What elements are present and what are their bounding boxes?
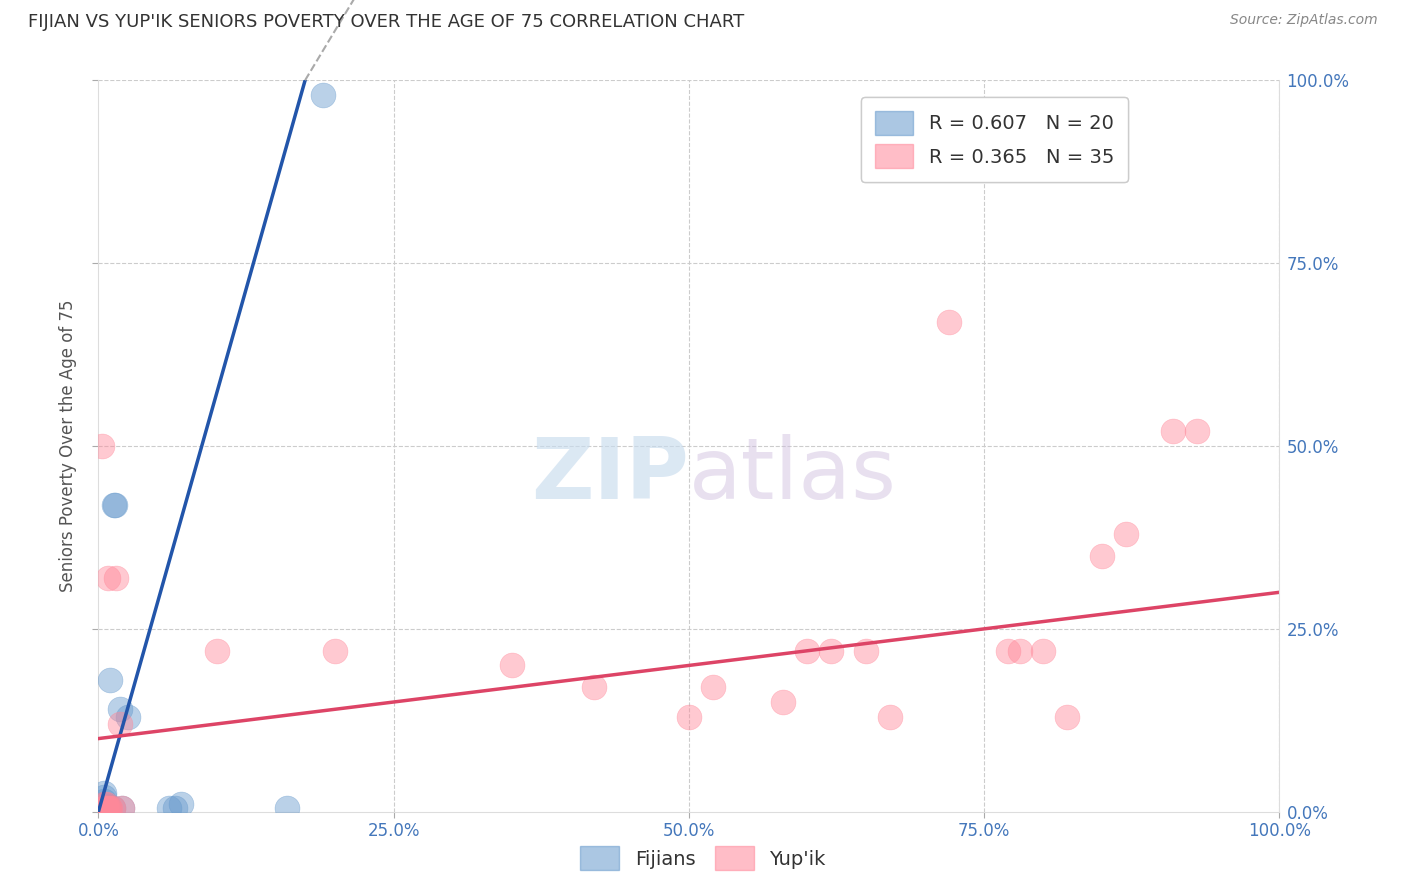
Text: FIJIAN VS YUP'IK SENIORS POVERTY OVER THE AGE OF 75 CORRELATION CHART: FIJIAN VS YUP'IK SENIORS POVERTY OVER TH… [28,13,744,31]
Point [98,801,121,815]
Point [93,787,115,801]
Point [820,644,842,658]
Point [205,644,228,658]
Point [105,571,128,585]
Point [312,87,335,102]
Legend: Fijians, Yup'ik: Fijians, Yup'ik [572,838,834,878]
Text: atlas: atlas [689,434,897,516]
Point [111,801,134,815]
Point [96,801,118,815]
Point [94,797,117,812]
Point [678,709,700,723]
Point [111,801,134,815]
Legend: R = 0.607   N = 20, R = 0.365   N = 35: R = 0.607 N = 20, R = 0.365 N = 35 [860,97,1128,182]
Point [91,801,114,815]
Point [796,644,818,658]
Point [108,717,131,731]
Point [170,797,193,812]
Point [702,681,724,695]
Point [165,801,187,815]
Point [93,794,115,808]
Point [879,709,901,723]
Point [94,801,117,815]
Point [997,644,1019,658]
Point [108,702,131,716]
Point [1185,425,1208,439]
Point [97,801,120,815]
Point [323,644,346,658]
Text: ZIP: ZIP [531,434,689,516]
Point [93,797,115,812]
Point [157,801,180,815]
Point [1091,549,1114,563]
Point [1161,425,1184,439]
Point [1032,644,1054,658]
Point [1115,526,1137,541]
Point [772,695,794,709]
Point [98,673,121,687]
Point [501,658,523,673]
Point [96,801,118,815]
Point [583,681,606,695]
Point [97,571,120,585]
Y-axis label: Seniors Poverty Over the Age of 75: Seniors Poverty Over the Age of 75 [59,300,77,592]
Point [1008,644,1031,658]
Point [276,801,298,815]
Point [93,797,115,812]
Point [104,498,127,512]
Point [855,644,877,658]
Point [93,801,115,815]
Point [93,801,115,815]
Point [101,801,124,815]
Point [101,801,124,815]
Point [97,798,120,813]
Point [117,709,139,723]
Point [103,498,125,512]
Text: Source: ZipAtlas.com: Source: ZipAtlas.com [1230,13,1378,28]
Point [98,801,121,815]
Point [98,801,121,815]
Point [1056,709,1078,723]
Point [938,315,960,329]
Point [93,790,115,805]
Point [91,439,114,453]
